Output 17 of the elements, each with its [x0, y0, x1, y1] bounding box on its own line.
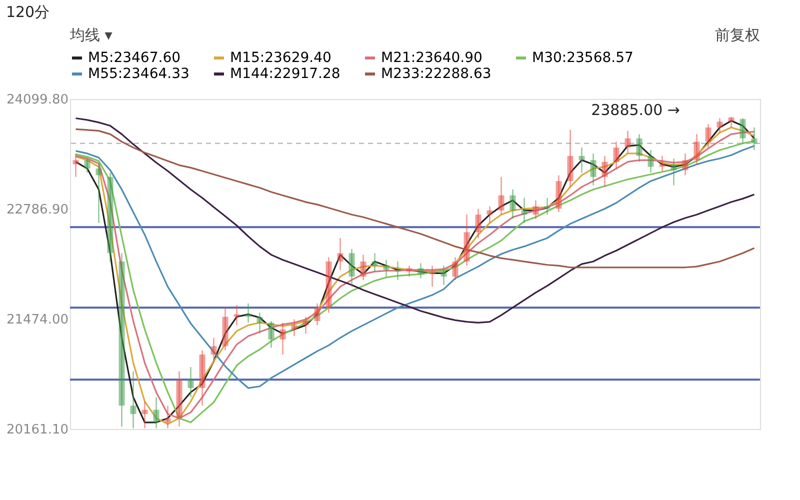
y-tick-label: 22786.90 [6, 202, 68, 218]
line-series [74, 117, 756, 324]
y-tick-label: 24099.80 [6, 92, 68, 108]
chart-title: 120分 [6, 3, 50, 21]
text: 均线 ▾ [69, 26, 113, 44]
y-tick-label: 21474.00 [6, 312, 68, 328]
legend-label: M5:23467.60 [88, 50, 181, 66]
y-tick-label: 20161.10 [6, 422, 68, 438]
legend-label: M55:23464.33 [88, 66, 190, 82]
legend-label: M233:22288.63 [381, 66, 492, 82]
legend-label: M21:23640.90 [381, 50, 482, 66]
legend-label: M30:23568.57 [532, 50, 634, 66]
line-series [74, 128, 756, 268]
text: 前复权 [715, 26, 760, 44]
annotation: 23885.00 → [591, 101, 680, 119]
legend-label: M15:23629.40 [230, 50, 332, 66]
legend-label: M144:22917.28 [230, 66, 340, 82]
